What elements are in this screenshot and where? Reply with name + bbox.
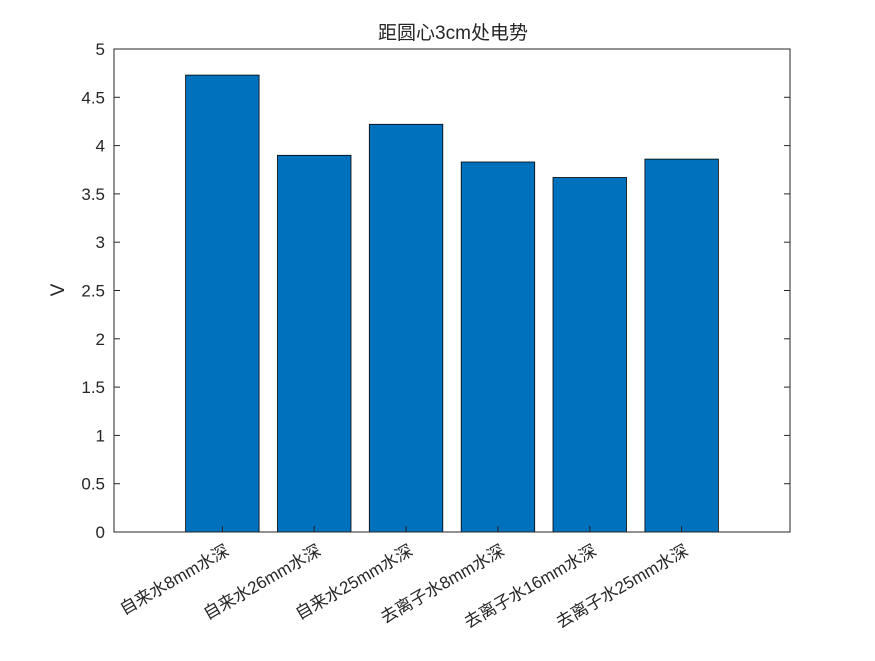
y-tick-label: 3.5 xyxy=(81,185,105,204)
y-tick-label: 1.5 xyxy=(81,378,105,397)
y-tick-label: 1 xyxy=(96,426,105,445)
bar-6 xyxy=(644,158,719,533)
y-tick-label: 2 xyxy=(96,330,105,349)
chart-title: 距圆心3cm处电势 xyxy=(378,22,528,44)
y-tick-label: 4 xyxy=(96,137,105,156)
y-ticks-group: 0 0.5 1 1.5 2 2.5 3 3.5 4 4.5 5 xyxy=(81,40,790,542)
y-tick-label: 0.5 xyxy=(81,475,105,494)
bar-4 xyxy=(460,161,536,533)
bar-1 xyxy=(185,74,260,533)
y-tick-label: 4.5 xyxy=(81,88,105,107)
y-axis-label: V xyxy=(48,283,69,296)
y-tick-label: 3 xyxy=(96,233,105,252)
y-tick-label: 5 xyxy=(96,40,105,59)
bar-2 xyxy=(277,154,352,533)
bars-group xyxy=(185,74,719,533)
y-tick-label: 2.5 xyxy=(81,282,105,301)
bar-3 xyxy=(368,123,444,533)
x-ticks-group: 自来水8mm水深自来水26mm水深自来水25mm水深去离子水8mm水深去离子水1… xyxy=(117,526,692,632)
y-tick-label: 0 xyxy=(96,523,105,542)
bar-5 xyxy=(552,177,627,533)
